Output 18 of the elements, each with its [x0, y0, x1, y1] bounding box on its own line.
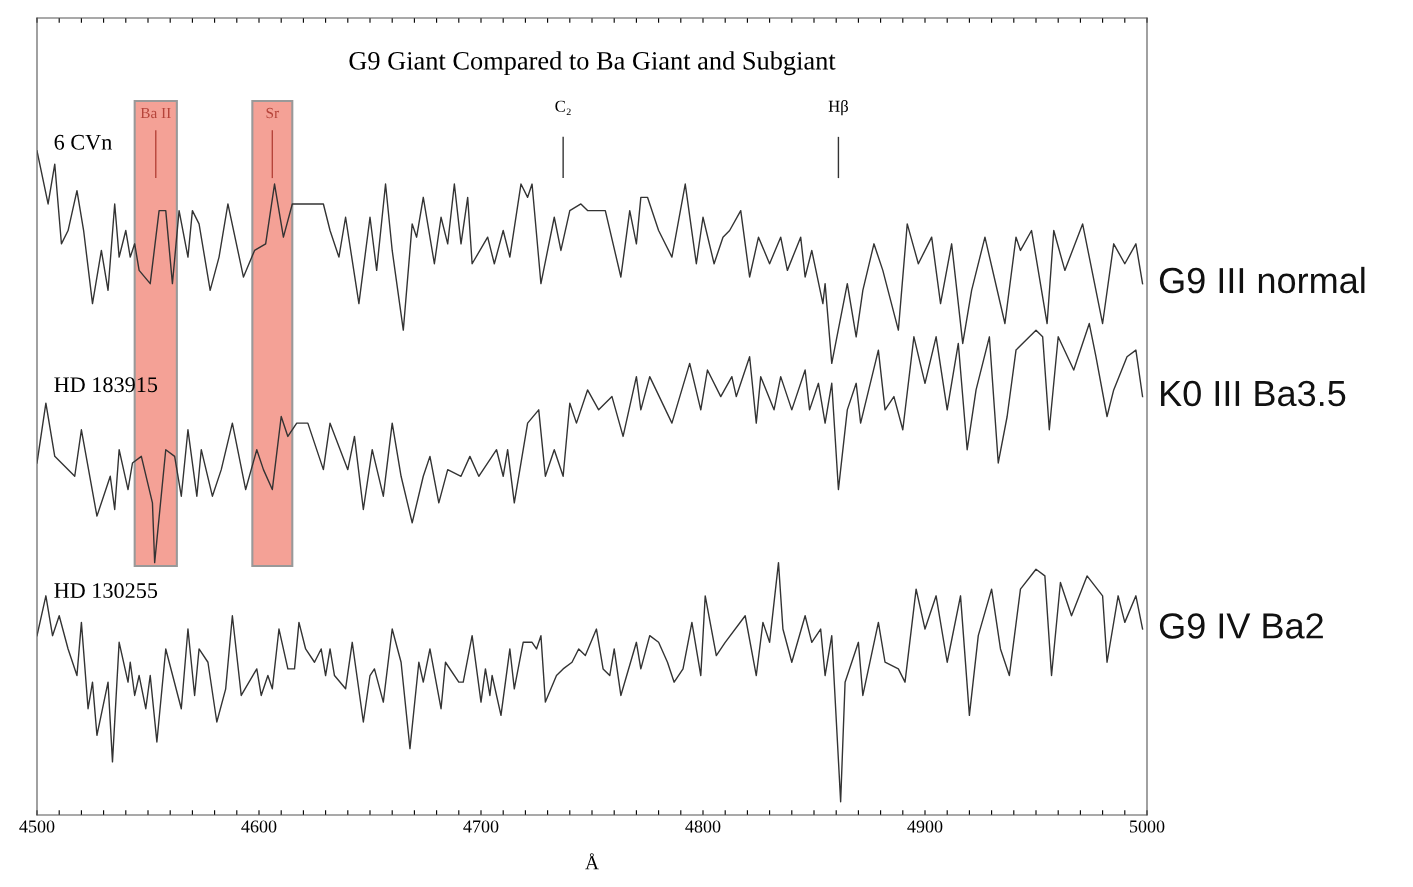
series-label: K0 III Ba3.5	[1161, 380, 1346, 407]
series-label: G9 III normal	[1159, 266, 1365, 294]
ref-line-label: C₂	[555, 100, 571, 116]
x-tick-label: 4900	[907, 820, 943, 833]
x-tick-label: 4500	[19, 820, 55, 833]
x-tick-label: 4800	[685, 820, 721, 833]
x-tick-label: 5000	[1129, 820, 1165, 833]
chart-title: G9 Giant Compared to Ba Giant and Subgiant	[349, 51, 836, 76]
x-axis-title: Å	[585, 853, 599, 870]
ref-line-label: Hβ	[828, 100, 848, 116]
band-label: Ba II	[140, 107, 171, 119]
annotation: HD 183915	[54, 377, 158, 393]
text: 6 CVn	[54, 134, 112, 150]
series-label: G9 IV Ba2	[1159, 613, 1323, 639]
annotation: HD 130255	[54, 583, 158, 599]
x-tick-label: 4700	[463, 820, 499, 833]
x-tick-label: 4600	[241, 820, 277, 833]
band-label: Sr	[266, 107, 279, 119]
